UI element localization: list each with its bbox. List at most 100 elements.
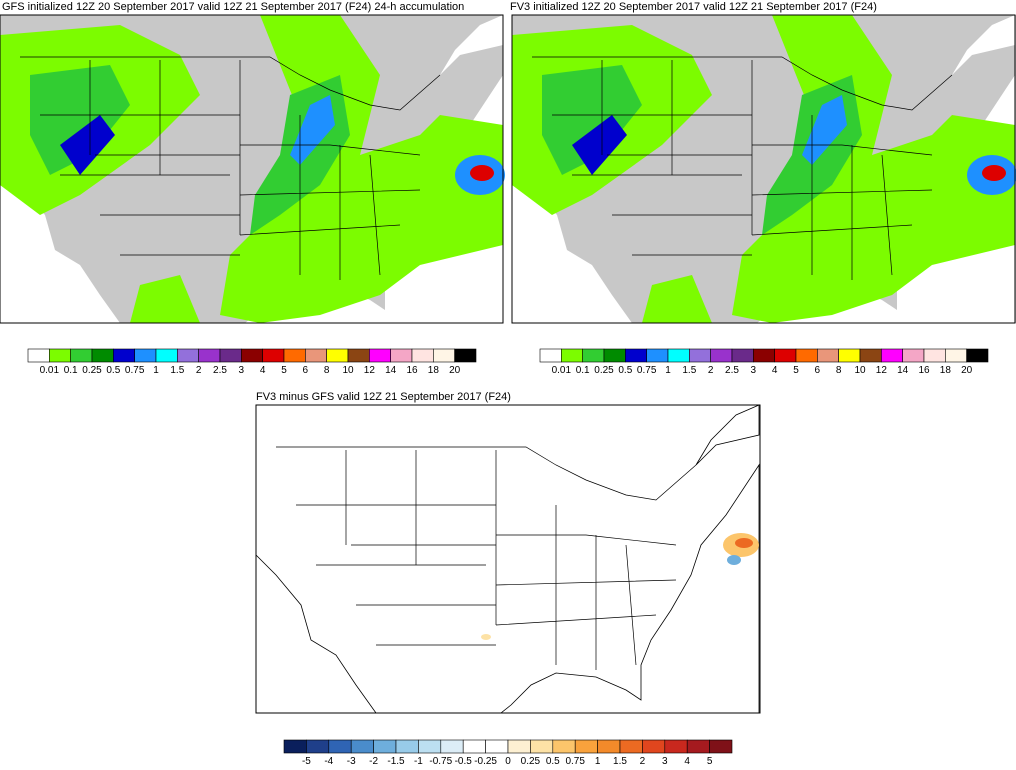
- colorbar-label: 0.5: [618, 365, 632, 376]
- colorbar-label: 0.25: [82, 365, 102, 376]
- colorbar-box: [686, 739, 710, 754]
- map-frame: [0, 14, 504, 324]
- colorbar-box: [241, 348, 263, 363]
- colorbar-box: [369, 348, 391, 363]
- colorbar-box: [642, 739, 666, 754]
- colorbar-box: [774, 348, 797, 363]
- colorbar-label: 0: [505, 756, 511, 765]
- colorbar-box: [902, 348, 925, 363]
- colorbar-box: [664, 739, 688, 754]
- colorbar-box: [283, 348, 306, 363]
- colorbar-box: [373, 739, 397, 754]
- colorbar-label: 0.25: [521, 756, 541, 765]
- colorbar-box: [219, 348, 242, 363]
- colorbar-label: 0.25: [594, 365, 614, 376]
- colorbar-label: 0.75: [565, 756, 585, 765]
- colorbar-box: [390, 348, 413, 363]
- colorbar-label: 1: [595, 756, 601, 765]
- colorbar-box: [433, 348, 455, 363]
- colorbar-box: [689, 348, 711, 363]
- colorbar-box: [113, 348, 135, 363]
- diff-field: [735, 538, 753, 548]
- colorbar-label: -5: [302, 756, 311, 765]
- colorbar-label: 8: [324, 365, 330, 376]
- colorbar-label: -0.25: [474, 756, 497, 765]
- colorbar-label: 2.5: [213, 365, 227, 376]
- colorbar-box: [454, 348, 477, 363]
- colorbar-box: [440, 739, 464, 754]
- colorbar-label: 16: [918, 365, 930, 376]
- colorbar-label: 18: [428, 365, 440, 376]
- map-gfs: [0, 14, 505, 324]
- colorbar-box: [881, 348, 903, 363]
- colorbar-label: 1: [665, 365, 671, 376]
- colorbar-box: [966, 348, 989, 363]
- colorbar-label: 20: [961, 365, 973, 376]
- colorbar-box: [411, 348, 434, 363]
- colorbar-label: 1.5: [682, 365, 696, 376]
- map-frame: [511, 14, 1016, 324]
- colorbar-label: -2: [369, 756, 378, 765]
- colorbar-box: [462, 739, 486, 754]
- colorbar-box: [27, 348, 50, 363]
- colorbar-box: [646, 348, 669, 363]
- colorbar-box: [507, 739, 531, 754]
- colorbar-label: 0.1: [576, 365, 590, 376]
- colorbar-box: [70, 348, 93, 363]
- colorbar-label: -3: [347, 756, 356, 765]
- colorbar-box: [817, 348, 839, 363]
- colorbar-label: 2: [196, 365, 202, 376]
- colorbar-label: 5: [793, 365, 799, 376]
- colorbar-label: -1.5: [387, 756, 405, 765]
- colorbar-label: 5: [707, 756, 713, 765]
- colorbar-label: 5: [281, 365, 287, 376]
- colorbar-label: -0.5: [455, 756, 473, 765]
- colorbar-label: 0.5: [546, 756, 560, 765]
- diff-field: [481, 634, 491, 640]
- colorbar-label: 14: [385, 365, 397, 376]
- colorbar-box: [597, 739, 621, 754]
- colorbar-box: [49, 348, 71, 363]
- colorbar-label: 1.5: [613, 756, 627, 765]
- coastline: [255, 404, 760, 714]
- colorbar-box: [619, 739, 643, 754]
- colorbar-label: 0.01: [40, 365, 60, 376]
- panel-title: GFS initialized 12Z 20 September 2017 va…: [2, 1, 464, 13]
- colorbar-box: [91, 348, 114, 363]
- colorbar-box: [530, 739, 554, 754]
- colorbar-box: [283, 739, 307, 754]
- colorbar-label: 2: [708, 365, 714, 376]
- colorbar-label: 4: [772, 365, 778, 376]
- colorbar-label: 0.1: [64, 365, 78, 376]
- colorbar-box: [539, 348, 562, 363]
- colorbar-label: 0.75: [637, 365, 657, 376]
- colorbar-box: [155, 348, 178, 363]
- colorbar-box: [838, 348, 861, 363]
- colorbar-label: 12: [876, 365, 888, 376]
- colorbar-box: [418, 739, 442, 754]
- colorbar-box: [350, 739, 374, 754]
- colorbar-label: 6: [815, 365, 821, 376]
- colorbar-label: 18: [940, 365, 952, 376]
- colorbar-box: [710, 348, 733, 363]
- colorbar-label: 16: [406, 365, 418, 376]
- colorbar-label: 3: [662, 756, 668, 765]
- colorbar-box: [262, 348, 285, 363]
- colorbar-box: [582, 348, 605, 363]
- colorbar-box: [198, 348, 221, 363]
- colorbar-label: 3: [751, 365, 757, 376]
- colorbar-box: [485, 739, 509, 754]
- colorbar-label: 2: [640, 756, 646, 765]
- colorbar-box: [305, 348, 327, 363]
- colorbar-label: -4: [324, 756, 333, 765]
- colorbar-label: 14: [897, 365, 909, 376]
- colorbar-label: 0.75: [125, 365, 145, 376]
- colorbar-label: 1.5: [170, 365, 184, 376]
- colorbar-label: 10: [854, 365, 866, 376]
- colorbar-label: 4: [684, 756, 690, 765]
- panel-title: FV3 minus GFS valid 12Z 21 September 201…: [256, 391, 511, 403]
- colorbar-label: 2.5: [725, 365, 739, 376]
